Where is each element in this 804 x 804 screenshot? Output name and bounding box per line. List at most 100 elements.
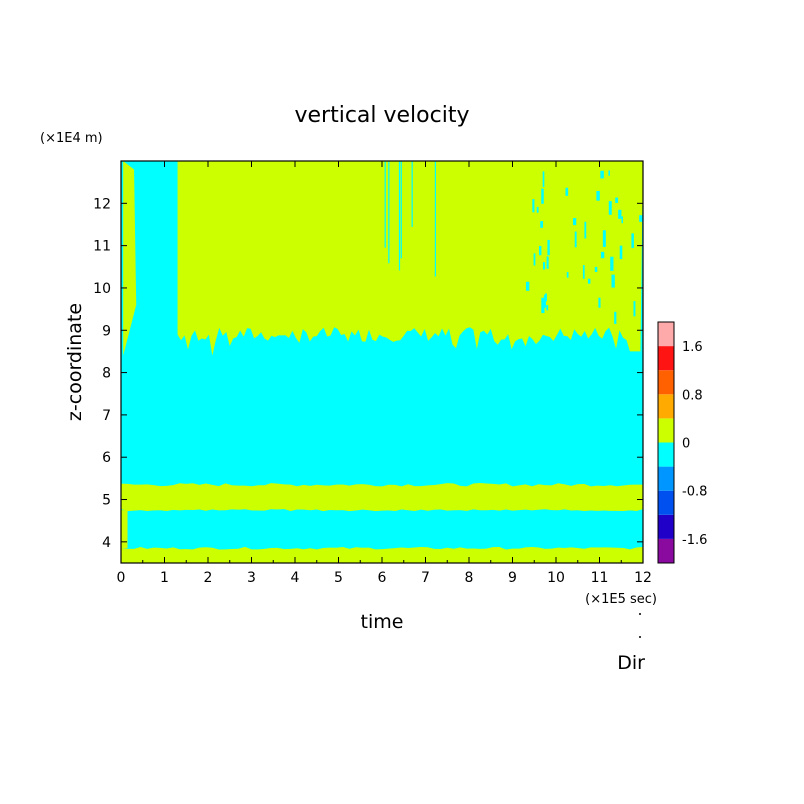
colorbar-swatch <box>658 394 674 419</box>
negative-streak <box>598 297 601 308</box>
x-tick-label: 5 <box>334 570 343 586</box>
negative-streak <box>608 170 610 176</box>
y-tick-label: 6 <box>102 450 111 466</box>
negative-streak <box>539 245 542 256</box>
x-tick-label: 12 <box>634 570 652 586</box>
y-tick-label: 7 <box>102 408 111 424</box>
x-unit-label: (×1E5 sec) <box>585 592 657 607</box>
negative-streak <box>574 231 577 248</box>
chart-title: vertical velocity <box>294 103 469 128</box>
x-tick-label: 11 <box>591 570 609 586</box>
y-axis-label: z-coordinate <box>64 303 86 421</box>
negative-streak <box>633 301 636 317</box>
x-tick-label: 3 <box>247 570 256 586</box>
y-tick-label: 12 <box>93 196 111 212</box>
negative-streak <box>584 221 587 239</box>
colorbar-swatch <box>658 514 674 539</box>
y-tick-label: 9 <box>102 323 111 339</box>
x-tick-label: 8 <box>465 570 474 586</box>
negative-streak <box>541 297 545 314</box>
colorbar-swatch <box>658 466 674 491</box>
plot-area <box>121 161 643 563</box>
negative-streak <box>525 281 530 291</box>
negative-streak <box>541 188 544 204</box>
footer-marks <box>639 613 641 638</box>
colorbar-tick-label: -0.8 <box>682 485 707 500</box>
colorbar-swatch <box>658 370 674 395</box>
mid-positive-band <box>121 483 643 512</box>
negative-streak <box>566 272 569 278</box>
negative-streak <box>542 171 545 187</box>
negative-streak <box>565 187 569 196</box>
colorbar-tick-label: 1.6 <box>682 340 703 355</box>
negative-streak <box>615 197 619 203</box>
negative-streak <box>532 199 535 213</box>
negative-streak <box>610 256 614 271</box>
x-tick-label: 1 <box>160 570 169 586</box>
x-tick-label: 9 <box>508 570 517 586</box>
x-tick-label: 6 <box>378 570 387 586</box>
upper-left-positive-strip <box>123 161 137 356</box>
negative-streak <box>411 161 413 227</box>
colorbar-swatch <box>658 490 674 515</box>
colorbar-frame <box>657 321 675 564</box>
x-axis: 0 1 2 3 4 5 6 7 8 9 10 11 12 <box>117 161 652 586</box>
negative-streak <box>546 256 549 269</box>
x-tick-label: 10 <box>547 570 565 586</box>
left-edge-positive-strip <box>121 510 128 549</box>
negative-streak <box>546 305 549 311</box>
colorbar-tick-label: -1.6 <box>682 533 707 548</box>
y-tick-label: 8 <box>102 366 111 382</box>
footer-label: Dir <box>617 652 645 674</box>
x-axis-label: time <box>361 611 404 633</box>
y-tick-label: 11 <box>93 239 111 255</box>
x-tick-label: 2 <box>204 570 213 586</box>
negative-streak <box>536 206 539 213</box>
negative-streak <box>611 274 615 288</box>
colorbar-swatch <box>658 442 674 467</box>
negative-streak <box>543 294 546 308</box>
x-tick-label: 7 <box>421 570 430 586</box>
y-unit-label: (×1E4 m) <box>40 131 103 146</box>
negative-streak <box>600 251 605 259</box>
negative-streak <box>400 161 402 259</box>
negative-streak <box>618 209 622 219</box>
upper-positive-region <box>177 161 643 356</box>
negative-streak <box>608 201 612 215</box>
negative-streak <box>639 215 643 222</box>
y-tick-label: 10 <box>93 281 111 297</box>
negative-streak <box>594 266 598 272</box>
y-tick-label: 5 <box>102 493 111 509</box>
footer-dot <box>639 636 641 638</box>
negative-streak <box>547 239 550 256</box>
colorbar-tick-label: 0 <box>682 437 690 452</box>
negative-streak <box>600 170 604 179</box>
colorbar-swatch <box>658 538 674 563</box>
negative-streak <box>596 190 600 201</box>
x-tick-label: 4 <box>291 570 300 586</box>
negative-streak <box>545 293 547 302</box>
colorbar-tick-label: 0.8 <box>682 388 703 403</box>
negative-streak <box>619 245 623 260</box>
negative-streak <box>533 253 536 266</box>
negative-streak <box>587 278 591 284</box>
y-axis: 4 5 6 7 8 9 10 11 12 <box>93 196 643 551</box>
negative-streak <box>398 161 401 271</box>
negative-streak <box>384 161 386 248</box>
footer-dot <box>639 613 641 615</box>
negative-streak <box>388 161 390 264</box>
colorbar-swatch <box>658 322 674 347</box>
negative-streak <box>631 233 634 249</box>
negative-streak <box>572 218 577 226</box>
negative-streak <box>614 311 617 324</box>
negative-streak <box>602 230 606 247</box>
negative-streak <box>621 216 623 224</box>
colorbar-swatch <box>658 418 674 443</box>
negative-streak <box>434 161 437 277</box>
negative-streak <box>543 262 546 270</box>
negative-streak <box>582 265 585 279</box>
negative-streak <box>540 221 544 228</box>
colorbar: -1.6 -0.8 0 0.8 1.6 <box>657 321 707 564</box>
x-tick-label: 0 <box>117 570 126 586</box>
